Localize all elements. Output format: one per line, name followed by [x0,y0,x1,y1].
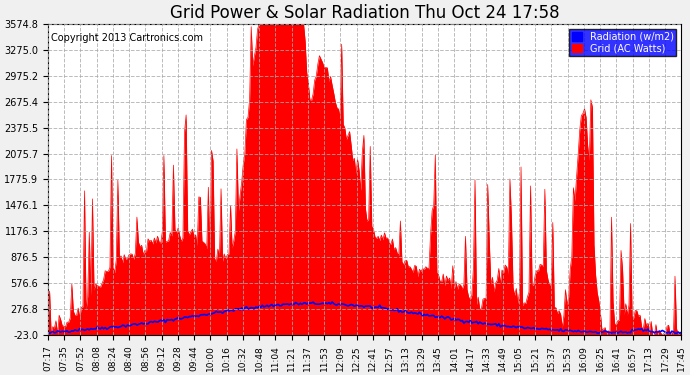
Title: Grid Power & Solar Radiation Thu Oct 24 17:58: Grid Power & Solar Radiation Thu Oct 24 … [170,4,560,22]
Legend: Radiation (w/m2), Grid (AC Watts): Radiation (w/m2), Grid (AC Watts) [569,28,676,56]
Text: Copyright 2013 Cartronics.com: Copyright 2013 Cartronics.com [51,33,203,43]
